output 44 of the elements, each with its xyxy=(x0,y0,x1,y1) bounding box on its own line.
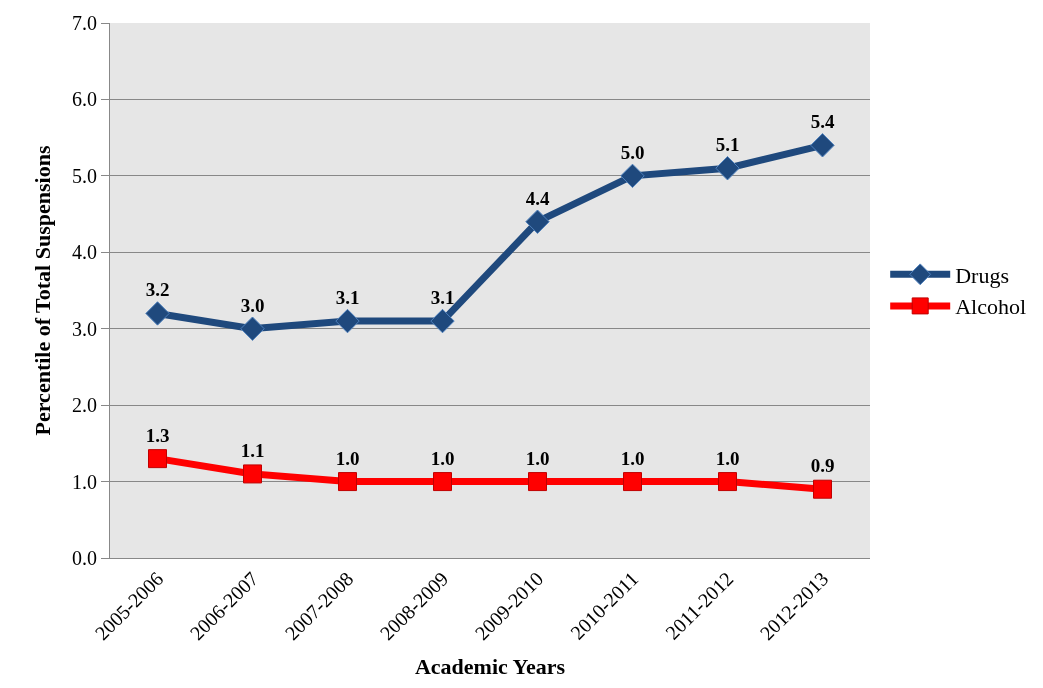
y-tick-label: 4.0 xyxy=(72,241,97,264)
point xyxy=(148,449,167,469)
data-label: 1.0 xyxy=(430,447,455,469)
point xyxy=(718,472,737,492)
y-tick-label: 3.0 xyxy=(72,317,97,340)
data-label: 1.1 xyxy=(240,439,265,461)
point xyxy=(145,301,170,326)
x-axis-title: Academic Years xyxy=(414,654,566,680)
point xyxy=(335,308,360,334)
point xyxy=(240,316,265,341)
data-label: 0.9 xyxy=(810,455,835,477)
data-label: 3.1 xyxy=(335,287,360,309)
point xyxy=(623,472,642,492)
point xyxy=(433,472,452,492)
point xyxy=(430,308,455,334)
point xyxy=(813,479,832,499)
y-tick-label: 7.0 xyxy=(72,12,97,34)
data-label: 4.4 xyxy=(525,187,550,209)
point xyxy=(620,163,645,189)
data-label: 1.0 xyxy=(715,447,740,469)
y-tick-label: 6.0 xyxy=(72,88,97,111)
data-label: 5.1 xyxy=(715,134,740,156)
data-label: 5.0 xyxy=(620,141,645,163)
point xyxy=(338,472,357,492)
point xyxy=(715,156,740,181)
y-tick-label: 5.0 xyxy=(72,164,97,187)
data-label: 1.3 xyxy=(145,424,170,446)
point xyxy=(528,472,547,492)
point xyxy=(243,464,262,484)
legend-label: Alcohol xyxy=(955,294,1027,320)
y-tick-label: 0.0 xyxy=(72,547,97,569)
data-label: 1.0 xyxy=(335,447,360,469)
y-axis-title: Percentile of Total Suspensions xyxy=(29,145,55,436)
point xyxy=(525,209,550,234)
data-label: 3.2 xyxy=(145,279,170,301)
data-label: 1.0 xyxy=(620,447,645,469)
y-tick-label: 1.0 xyxy=(72,470,97,493)
point xyxy=(810,133,835,158)
y-tick-label: 2.0 xyxy=(72,394,97,417)
legend-label: Drugs xyxy=(955,262,1009,288)
data-label: 3.1 xyxy=(430,287,455,309)
data-label: 1.0 xyxy=(525,447,550,469)
data-label: 5.4 xyxy=(810,111,835,133)
data-label: 3.0 xyxy=(240,294,265,316)
